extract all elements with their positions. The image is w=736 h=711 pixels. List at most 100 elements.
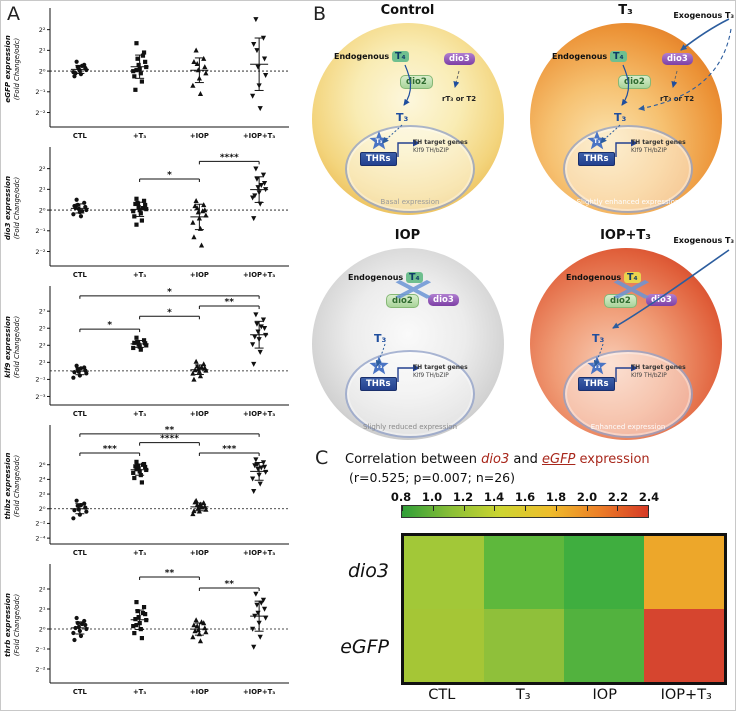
exogenous-t3-label: Exogenous T₃: [673, 11, 734, 20]
svg-text:thrb expression(Fold Change/od: thrb expression(Fold Change/odc): [3, 593, 21, 657]
heatmap-cell: [484, 609, 564, 682]
t3-label: T₃: [592, 332, 605, 345]
endogenous-t4-label: Endogenous T₄: [552, 51, 627, 62]
svg-text:2⁷: 2⁷: [39, 307, 46, 315]
inhibition-cross-icon: ✕: [387, 271, 439, 309]
colorbar-tick-label: 1.0: [421, 490, 443, 504]
heatmap-col-label: T₃: [515, 687, 531, 703]
svg-text:+T₃: +T₃: [133, 549, 146, 557]
svg-text:2⁴: 2⁴: [39, 476, 46, 484]
cell-diagram-control: Control Endogenous T₄ dio2 dio3 rT₃ or T2 T₃ T…: [299, 3, 516, 226]
svg-text:*: *: [167, 287, 172, 297]
heatmap-row-label: dio3: [347, 560, 389, 582]
svg-text:CTL: CTL: [73, 688, 88, 696]
heatmap-col-label: CTL: [428, 687, 456, 703]
cell-membrane: Endogenous T₄ dio2 dio3 T₃ ✕ T₃ THRs TH target …: [312, 248, 504, 440]
svg-text:2⁻¹: 2⁻¹: [35, 376, 46, 384]
nucleus: T₃ THRs TH target genes Klf9 TH/bZIP Basal e…: [345, 125, 475, 213]
svg-text:2⁻²: 2⁻²: [35, 665, 46, 673]
nucleus: T₃ THRs TH target genes Klf9 TH/bZIP Slighly…: [345, 350, 475, 438]
rt3-t2-label: rT₃ or T2: [660, 95, 695, 103]
colorbar-tick-label: 1.2: [452, 490, 474, 504]
svg-text:**: **: [165, 425, 175, 435]
heatmap-stats-line: (r=0.525; p=0.007; n=26): [349, 470, 516, 485]
svg-text:**: **: [165, 569, 175, 579]
svg-text:2⁻³: 2⁻³: [35, 393, 46, 401]
svg-text:2⁻²: 2⁻²: [35, 520, 46, 528]
t3-label: T₃: [614, 111, 627, 124]
heatmap-cell: [404, 536, 484, 609]
svg-text:CTL: CTL: [73, 132, 88, 140]
title-gene-egfp: eGFP: [542, 452, 576, 467]
svg-text:+IOP+T₃: +IOP+T₃: [243, 549, 275, 557]
heatmap-cell: [404, 609, 484, 682]
svg-text:+T₃: +T₃: [133, 410, 146, 418]
svg-text:+T₃: +T₃: [133, 688, 146, 696]
cell-diagram-t3: T₃ Exogenous T₃ Endogenous T₄ dio2 dio3 rT₃ o…: [517, 3, 734, 226]
cell-membrane: Endogenous T₄ dio2 dio3 rT₃ or T2 T₃ T₃ THRs TH…: [530, 23, 722, 215]
svg-text:2⁶: 2⁶: [39, 461, 46, 469]
svg-text:2⁰: 2⁰: [39, 625, 46, 633]
svg-text:2¹: 2¹: [39, 47, 46, 55]
thrs-receptor: THRs: [578, 377, 615, 391]
svg-text:2⁰: 2⁰: [39, 206, 46, 214]
svg-text:+IOP: +IOP: [190, 688, 209, 696]
dio3-enzyme: dio3: [444, 53, 475, 65]
svg-text:+IOP+T₃: +IOP+T₃: [243, 688, 275, 696]
heatmap-cell: [644, 536, 724, 609]
svg-text:*: *: [167, 171, 172, 181]
svg-text:eGFP expression(Fold Change/od: eGFP expression(Fold Change/odc): [3, 35, 21, 103]
scatter-plot-thrb: 2⁻² 2⁻¹ 2⁰ 2¹ 2² CTL +T₃ +IOP +IOP+T₃ ** ** thrb ex…: [3, 564, 289, 696]
colorbar-tick-label: 2.0: [576, 490, 598, 504]
svg-text:+T₃: +T₃: [133, 132, 146, 140]
thrs-receptor: THRs: [360, 152, 397, 166]
svg-text:+T₃: +T₃: [133, 271, 146, 279]
heatmap-cell: [564, 536, 644, 609]
t3-star-icon: T₃: [369, 356, 389, 375]
cell-membrane: Endogenous T₄ dio2 dio3 rT₃ or T2 T₃ T₃ THRs TH…: [312, 23, 504, 215]
th-target-genes-label: TH target genes Klf9 TH/bZIP: [631, 139, 686, 154]
svg-text:2¹: 2¹: [39, 359, 46, 367]
nucleus: T₃ THRs TH target genes Klf9 TH/bZIP Slightl…: [563, 125, 693, 213]
endogenous-t4-label: Endogenous T₄: [348, 272, 423, 283]
thrs-receptor: THRs: [360, 377, 397, 391]
svg-text:CTL: CTL: [73, 549, 88, 557]
svg-text:2³: 2³: [39, 342, 46, 350]
t4-chip: T₄: [391, 51, 409, 62]
colorbar-tick-label: 2.2: [607, 490, 629, 504]
svg-text:2⁰: 2⁰: [39, 505, 46, 513]
title-suffix: expression: [575, 452, 650, 467]
cell-diagram-iopt3: IOP+T₃ Exogenous T₃ Endogenous T₄ dio2 dio3 T…: [517, 228, 734, 451]
dio2-enzyme: dio2: [386, 294, 419, 308]
svg-text:2⁻¹: 2⁻¹: [35, 88, 46, 96]
svg-text:2²: 2²: [39, 26, 46, 34]
t3-star-icon: T₃: [369, 131, 389, 150]
thrs-receptor: THRs: [578, 152, 615, 166]
svg-text:**: **: [225, 580, 235, 590]
svg-text:+IOP+T₃: +IOP+T₃: [243, 410, 275, 418]
svg-text:+IOP: +IOP: [190, 410, 209, 418]
colorbar-tick-label: 0.8: [390, 490, 412, 504]
svg-text:+IOP+T₃: +IOP+T₃: [243, 132, 275, 140]
svg-text:dio3 expression(Fold Change/od: dio3 expression(Fold Change/odc): [3, 176, 21, 240]
t4-chip: T₄: [405, 272, 423, 283]
heatmap-cell: [644, 609, 724, 682]
cell-diagram-title: IOP: [394, 228, 421, 243]
heatmap-col-label: IOP: [592, 687, 617, 703]
svg-text:+IOP+T₃: +IOP+T₃: [243, 271, 275, 279]
svg-text:2⁻¹: 2⁻¹: [35, 645, 46, 653]
cell-diagram-title: Control: [380, 3, 435, 18]
heatmap-cell: [564, 609, 644, 682]
t4-chip: T₄: [609, 51, 627, 62]
rt3-t2-label: rT₃ or T2: [442, 95, 477, 103]
svg-text:2⁻²: 2⁻²: [35, 248, 46, 256]
scatter-plot-eGFP: 2⁻² 2⁻¹ 2⁰ 2¹ 2² CTL +T₃ +IOP +IOP+T₃ eGFP expres…: [3, 8, 289, 140]
heatmap-grid: [401, 533, 727, 685]
dio3-enzyme: dio3: [428, 294, 459, 306]
transcription-arrow-icon: [397, 364, 420, 382]
title-prefix: Correlation between: [345, 452, 482, 467]
panel-b-diagrams: B Control Endogenous T₄ dio2 dio3 rT₃ or T2 T…: [299, 3, 735, 451]
cell-diagram-iop: IOP Endogenous T₄ dio2 dio3 T₃ ✕ T₃ THRs TH targ…: [299, 228, 516, 451]
